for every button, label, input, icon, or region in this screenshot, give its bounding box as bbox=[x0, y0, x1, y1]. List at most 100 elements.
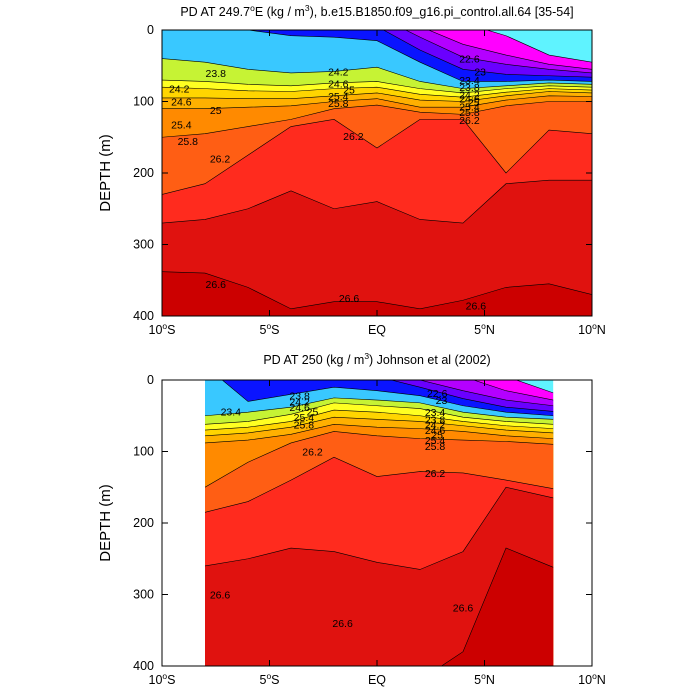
x-tick-label: EQ bbox=[368, 673, 386, 687]
contour-label: 24.6 bbox=[328, 79, 349, 91]
contour-label: 25.4 bbox=[425, 435, 446, 447]
contour-line bbox=[162, 91, 592, 102]
y-axis-label: DEPTH (m) bbox=[97, 484, 114, 562]
contour-label: 23.8 bbox=[425, 414, 446, 426]
contour-label: 24.2 bbox=[425, 419, 446, 431]
contour-line bbox=[382, 30, 592, 78]
contour-label: 25.8 bbox=[178, 136, 199, 148]
contour-fills bbox=[205, 380, 554, 666]
contour-line bbox=[205, 424, 554, 444]
contour-line bbox=[419, 380, 554, 407]
top-contour-panel: 23.824.224.62525.425.826.226.624.224.625… bbox=[97, 3, 606, 337]
contour-label: 23.4 bbox=[459, 75, 480, 87]
chart-title: PD AT 250 (kg / m3) Johnson et al (2002) bbox=[263, 351, 490, 367]
contour-line bbox=[440, 547, 554, 666]
contour-line bbox=[162, 79, 592, 94]
contour-line bbox=[485, 30, 592, 63]
x-tick-label: 5oS bbox=[259, 671, 279, 687]
contour-label: 25 bbox=[468, 97, 480, 109]
y-tick-label: 0 bbox=[147, 23, 154, 37]
contour-label: 22.6 bbox=[427, 388, 448, 400]
contour-label: 26.2 bbox=[343, 131, 364, 143]
x-tick-label: 5oS bbox=[259, 321, 279, 337]
contour-lines bbox=[162, 30, 592, 310]
contour-label: 25 bbox=[307, 406, 319, 418]
chart-title: PD AT 249.7oE (kg / m3), b.e15.B1850.f09… bbox=[180, 3, 573, 19]
contour-label: 25.8 bbox=[425, 441, 446, 453]
contour-lines bbox=[205, 380, 554, 666]
contour-label: 26.2 bbox=[210, 154, 231, 166]
contour-label: 26.6 bbox=[466, 300, 487, 312]
contour-fills bbox=[162, 30, 592, 316]
y-tick-label: 300 bbox=[133, 588, 154, 602]
contour-label: 25 bbox=[431, 429, 443, 441]
contour-line bbox=[390, 380, 554, 412]
contour-line bbox=[472, 380, 554, 401]
contour-line bbox=[205, 486, 554, 570]
contour-label: 23.4 bbox=[425, 407, 446, 419]
x-tick-label: 10oN bbox=[578, 321, 606, 337]
contour-line bbox=[221, 380, 554, 417]
density-band bbox=[205, 487, 554, 666]
contour-line bbox=[205, 456, 554, 513]
contour-line bbox=[205, 402, 554, 425]
bottom-contour-panel: 23.423.824.224.62525.425.826.226.626.622… bbox=[97, 351, 606, 687]
contour-label: 26.6 bbox=[339, 293, 360, 305]
contour-label: 25.8 bbox=[328, 98, 349, 110]
contour-label: 26.6 bbox=[206, 279, 227, 291]
contour-line bbox=[162, 179, 592, 224]
y-tick-label: 0 bbox=[147, 373, 154, 387]
contour-line bbox=[162, 101, 592, 138]
y-tick-label: 400 bbox=[133, 309, 154, 323]
y-axis-label: DEPTH (m) bbox=[97, 134, 114, 212]
contour-label: 26.6 bbox=[332, 618, 353, 630]
contour-label: 24.2 bbox=[289, 396, 310, 408]
y-tick-label: 200 bbox=[133, 166, 154, 180]
contour-line bbox=[162, 271, 592, 310]
contour-line bbox=[162, 58, 592, 89]
contour-label: 25 bbox=[210, 105, 222, 117]
x-tick-label: 10oN bbox=[578, 671, 606, 687]
contour-label: 25.4 bbox=[459, 102, 480, 114]
contour-line bbox=[427, 30, 592, 70]
contour-label: 24.2 bbox=[459, 89, 480, 101]
contour-label: 22.6 bbox=[459, 54, 480, 66]
contour-label: 25.8 bbox=[294, 419, 315, 431]
contour-label: 24.6 bbox=[171, 97, 192, 109]
contour-label: 26.2 bbox=[425, 468, 446, 480]
contour-label: 24.2 bbox=[328, 66, 349, 78]
contour-line bbox=[162, 86, 592, 98]
contour-label: 25 bbox=[343, 84, 355, 96]
contour-label: 23 bbox=[474, 66, 486, 78]
density-band bbox=[162, 271, 592, 316]
contour-label: 26.6 bbox=[210, 590, 231, 602]
y-tick-label: 100 bbox=[133, 445, 154, 459]
contour-label: 26.2 bbox=[302, 447, 323, 459]
contour-label: 23 bbox=[436, 395, 448, 407]
contour-line bbox=[162, 119, 592, 195]
contour-label: 25.4 bbox=[328, 91, 349, 103]
contour-line bbox=[162, 95, 592, 109]
contour-label: 23.8 bbox=[459, 82, 480, 94]
contour-label: 24.2 bbox=[169, 84, 190, 96]
x-tick-label: 5oN bbox=[474, 671, 495, 687]
contour-label: 26.6 bbox=[453, 602, 474, 614]
x-tick-label: 10oS bbox=[149, 321, 176, 337]
y-tick-label: 400 bbox=[133, 659, 154, 673]
y-tick-label: 300 bbox=[133, 238, 154, 252]
contour-label: 25.4 bbox=[294, 412, 315, 424]
density-band bbox=[162, 180, 592, 316]
contour-label: 23.8 bbox=[206, 68, 227, 80]
contour-line bbox=[205, 409, 554, 431]
contour-line bbox=[205, 397, 554, 420]
x-tick-label: EQ bbox=[368, 323, 386, 337]
contour-label: 24.6 bbox=[459, 94, 480, 106]
contour-label: 26.2 bbox=[459, 115, 480, 127]
contour-label: 25.8 bbox=[459, 107, 480, 119]
y-tick-label: 200 bbox=[133, 516, 154, 530]
contour-label: 24.6 bbox=[425, 425, 446, 437]
x-tick-label: 10oS bbox=[149, 671, 176, 687]
contour-label: 23.4 bbox=[221, 406, 242, 418]
contour-line bbox=[246, 30, 592, 82]
